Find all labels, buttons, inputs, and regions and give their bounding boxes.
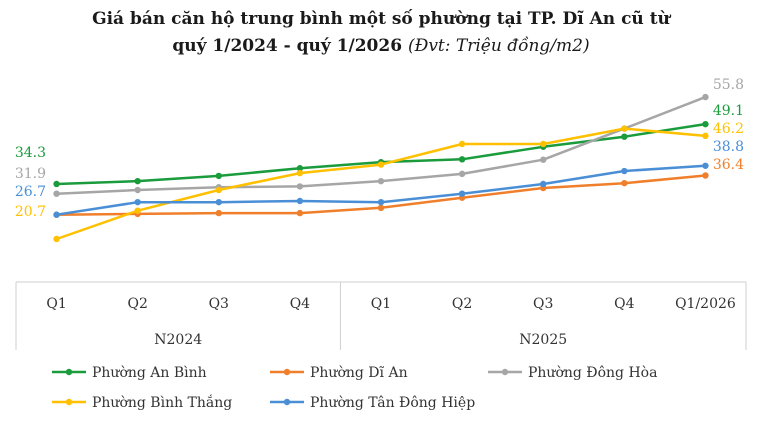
- x-tick-label: Q1/2026: [675, 296, 736, 312]
- chart-title: Giá bán căn hộ trung bình một số phường …: [0, 6, 762, 60]
- data-point: [296, 197, 304, 205]
- data-point: [621, 179, 628, 187]
- data-point: [134, 186, 141, 194]
- legend-label: Phường Đông Hòa: [528, 365, 657, 381]
- x-tick-label: Q2: [452, 296, 472, 312]
- legend-item: Phường Bình Thắng: [52, 393, 232, 411]
- x-tick-label: Q2: [127, 296, 147, 312]
- data-label: 46.2: [713, 121, 744, 137]
- data-label: 38.8: [713, 139, 744, 155]
- data-point: [53, 211, 60, 218]
- data-point: [215, 172, 222, 180]
- legend-label: Phường An Bình: [92, 365, 207, 381]
- data-point: [215, 209, 222, 217]
- data-point: [540, 180, 547, 188]
- data-point: [134, 198, 141, 206]
- x-tick-label: Q4: [290, 296, 310, 312]
- data-point: [540, 140, 547, 148]
- legend-marker: [65, 398, 73, 406]
- data-point: [134, 177, 141, 185]
- data-point: [458, 156, 466, 163]
- data-point: [215, 186, 222, 194]
- data-point: [621, 167, 628, 175]
- legend-item: Phường Dĩ An: [270, 365, 408, 381]
- data-point: [296, 169, 304, 177]
- series-layer: [53, 93, 709, 243]
- legend-marker: [283, 368, 291, 376]
- data-point: [53, 190, 60, 197]
- data-point: [702, 120, 709, 128]
- legend-label: Phường Dĩ An: [310, 365, 408, 381]
- legend: Phường An Bình Phường Dĩ An Phường Đông Hò…: [52, 365, 657, 411]
- data-point: [702, 162, 709, 169]
- legend-item: Phường Tân Đông Hiệp: [270, 395, 475, 411]
- data-point: [377, 198, 385, 206]
- x-group-label: N2025: [519, 332, 567, 348]
- data-label: 20.7: [15, 204, 46, 220]
- data-label: 55.8: [713, 77, 744, 93]
- axis-layer: N2024 N2025 Q1 Q2 Q3 Q4 Q1 Q2 Q3 Q4 Q1/2026: [15, 281, 747, 350]
- data-label: 49.1: [713, 103, 744, 119]
- x-tick-label: Q3: [209, 296, 229, 312]
- legend-label: Phường Tân Đông Hiệp: [310, 395, 475, 411]
- legend-label: Phường Bình Thắng: [92, 393, 232, 411]
- data-label-layer: 34.3 49.1 36.4 31.9 55.8 20.7 46.2 26.7 38.8: [15, 77, 744, 220]
- data-point: [458, 140, 466, 148]
- x-tick-label: Q1: [46, 296, 66, 312]
- data-label: 34.3: [15, 145, 46, 161]
- x-group-label: N2024: [154, 332, 202, 348]
- data-point: [377, 204, 385, 212]
- data-label: 36.4: [713, 157, 744, 173]
- data-point: [377, 161, 385, 168]
- x-tick-label: Q1: [371, 296, 391, 312]
- data-point: [702, 93, 709, 101]
- legend-marker: [65, 368, 73, 376]
- title-unit: (Đvt: Triệu đồng/m2): [407, 36, 590, 56]
- data-point: [702, 132, 709, 140]
- data-point: [215, 198, 222, 206]
- x-tick-label: Q3: [533, 296, 553, 312]
- data-label: 26.7: [15, 184, 46, 200]
- title-line-1: Giá bán căn hộ trung bình một số phường …: [92, 9, 670, 29]
- data-point: [296, 165, 304, 172]
- data-label: 31.9: [15, 166, 46, 182]
- data-point: [458, 190, 466, 197]
- data-point: [621, 133, 628, 140]
- data-point: [377, 177, 385, 185]
- series-line: [56, 122, 706, 186]
- data-point: [621, 125, 628, 132]
- title-period: quý 1/2024 - quý 1/2026: [172, 36, 403, 56]
- data-point: [134, 207, 141, 214]
- data-point: [296, 209, 304, 217]
- data-point: [53, 235, 60, 243]
- data-point: [540, 156, 547, 163]
- legend-marker: [283, 398, 291, 406]
- x-tick-label: Q4: [614, 296, 634, 312]
- data-point: [702, 172, 709, 179]
- title-line-2: quý 1/2024 - quý 1/2026 (Đvt: Triệu đồng…: [0, 33, 762, 60]
- data-point: [53, 180, 60, 188]
- data-point: [458, 170, 466, 178]
- legend-item: Phường An Bình: [52, 365, 207, 381]
- legend-item: Phường Đông Hòa: [488, 365, 657, 381]
- legend-marker: [501, 368, 509, 376]
- data-point: [296, 183, 304, 190]
